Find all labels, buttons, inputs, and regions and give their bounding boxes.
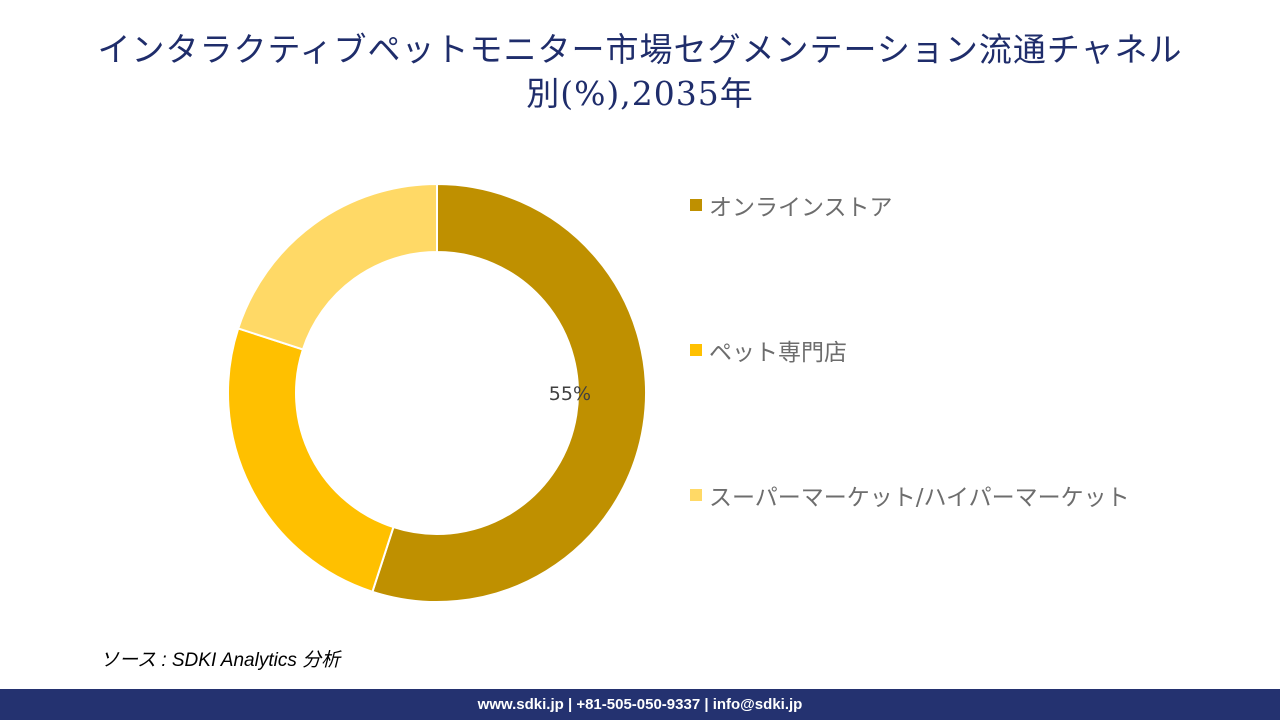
legend-label-pet-specialty-store: ペット専門店	[709, 340, 847, 366]
donut-slice-online-store	[371, 182, 647, 603]
legend-label-supermarket: スーパーマーケット/ハイパーマーケット	[709, 485, 1130, 511]
legend-swatch-pet-specialty-store	[690, 344, 702, 356]
chart-title-line1: インタラクティブペットモニター市場セグメンテーション流通チャネル	[97, 30, 1183, 69]
donut-slice-supermarket	[236, 182, 438, 351]
chart-title-line2: 別(%),2035年	[526, 74, 754, 113]
footer-bar: www.sdki.jp | +81-505-050-9337 | info@sd…	[0, 689, 1280, 720]
legend-swatch-supermarket	[690, 489, 702, 501]
data-label-online-store: 55%	[549, 383, 591, 405]
legend-label-online-store: オンラインストア	[709, 195, 893, 221]
legend-swatch-online-store	[690, 199, 702, 211]
source-note: ソース : SDKI Analytics 分析	[100, 650, 341, 671]
chart-title: インタラクティブペットモニター市場セグメンテーション流通チャネル 別(%),20…	[40, 28, 1240, 116]
legend-item-supermarket: スーパーマーケット/ハイパーマーケット	[690, 478, 1130, 512]
legend-item-online-store: オンラインストア	[690, 188, 893, 222]
footer-contact: www.sdki.jp | +81-505-050-9337 | info@sd…	[477, 696, 803, 713]
legend-item-pet-specialty-store: ペット専門店	[690, 333, 847, 367]
donut-slice-pet-specialty-store	[227, 327, 395, 594]
